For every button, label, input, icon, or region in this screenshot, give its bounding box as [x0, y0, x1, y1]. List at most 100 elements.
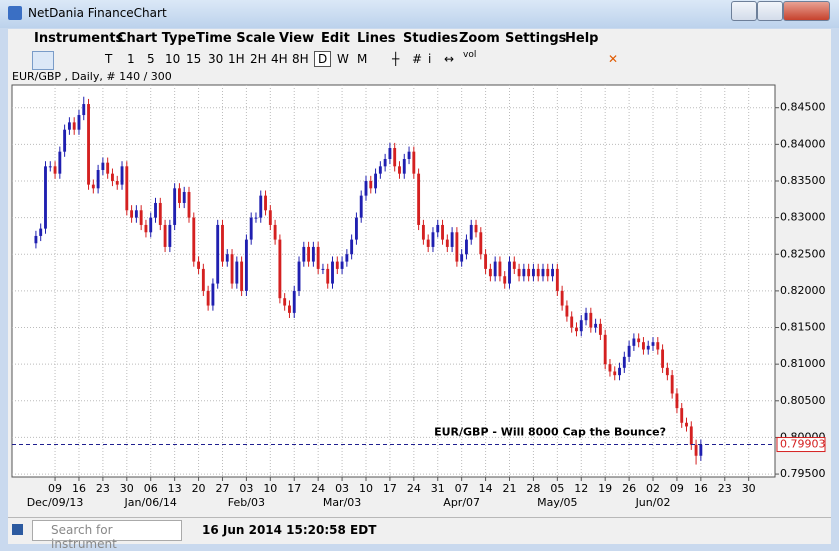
candle-body	[460, 254, 464, 262]
candle-body	[34, 235, 38, 244]
timeframe-button[interactable]: 10	[165, 52, 181, 66]
timeframe-button[interactable]: 30	[208, 52, 224, 66]
candle-body	[474, 224, 478, 233]
candle-body	[388, 148, 392, 160]
candle-body	[579, 320, 583, 332]
month-label: Mar/03	[323, 496, 361, 509]
y-tick-label: 0.82000	[780, 284, 826, 297]
timeframe-button[interactable]: M	[357, 52, 368, 66]
menu-item[interactable]: Zoom	[459, 31, 500, 46]
candle-body	[87, 104, 90, 185]
candle-body	[235, 261, 239, 284]
candle-body	[96, 169, 100, 189]
candle-body	[479, 232, 483, 255]
candle-body	[331, 261, 334, 284]
x-tick-label: 27	[215, 482, 229, 495]
crosshair-button[interactable]: ┼	[392, 52, 400, 66]
candle-body	[225, 254, 229, 262]
month-label: Dec/09/13	[27, 496, 84, 509]
candle-body	[665, 367, 669, 376]
candle-body	[158, 202, 162, 225]
minimize-button[interactable]	[731, 1, 757, 21]
close-button[interactable]	[783, 1, 830, 21]
candle-body	[264, 195, 267, 211]
month-label: Jan/06/14	[124, 496, 177, 509]
candle-body	[637, 338, 641, 343]
menu-item[interactable]: Studies	[403, 31, 459, 46]
timeframe-button[interactable]: 15	[186, 52, 202, 66]
candle-body	[608, 364, 612, 372]
x-tick-label: 13	[168, 482, 182, 495]
candle-body	[335, 261, 339, 269]
timeframe-button[interactable]: 1H	[228, 52, 245, 66]
candle-button[interactable]	[32, 51, 54, 70]
menu-item[interactable]: Instruments	[34, 31, 124, 46]
month-label: Jun/02	[635, 496, 671, 509]
info-button[interactable]: i	[428, 52, 432, 66]
candle-body	[288, 305, 291, 313]
timeframe-button[interactable]: T	[105, 52, 113, 66]
menu-item[interactable]: Chart Type	[117, 31, 196, 46]
timeframe-button[interactable]: 2H	[250, 52, 267, 66]
candle-body	[622, 356, 626, 368]
x-tick-label: 09	[670, 482, 684, 495]
menu-item[interactable]: Lines	[357, 31, 396, 46]
candle-body	[512, 261, 516, 269]
candle-body	[187, 191, 191, 218]
title-bar: NetDania FinanceChart	[0, 0, 839, 28]
candle-body	[254, 217, 258, 219]
candle-body	[441, 224, 444, 240]
menu-item[interactable]: Help	[565, 31, 599, 46]
volume-button[interactable]: vol	[463, 50, 477, 60]
candle-body	[383, 159, 387, 167]
candle-body	[144, 224, 148, 233]
delete-button[interactable]: ✕	[608, 52, 619, 66]
y-tick-label: 0.82500	[780, 247, 826, 260]
candle-body	[302, 246, 306, 262]
chart: EUR/GBP , Daily, # 140 / 3000.795000.800…	[11, 70, 826, 509]
candle-body	[651, 342, 655, 346]
candle-body	[575, 327, 578, 332]
candle-body	[503, 276, 507, 284]
maximize-button[interactable]	[757, 1, 783, 21]
y-tick-label: 0.83500	[780, 174, 826, 187]
scroll-button[interactable]: ↔	[444, 52, 455, 66]
candle-body	[484, 254, 488, 269]
candle-body	[101, 162, 105, 170]
timeframe-button[interactable]: 5	[147, 52, 155, 66]
candle-body	[417, 173, 421, 225]
candle-body	[627, 345, 631, 357]
y-tick-label: 0.79500	[780, 467, 826, 480]
month-label: Apr/07	[443, 496, 480, 509]
grid-button[interactable]: #	[412, 52, 423, 66]
menu-item[interactable]: Settings	[505, 31, 567, 46]
candle-body	[139, 210, 143, 225]
candle-body	[130, 210, 134, 218]
y-tick-label: 0.84500	[780, 101, 826, 114]
candle-body	[374, 173, 377, 189]
candle-body	[173, 188, 177, 225]
candle-body	[469, 224, 473, 240]
timeframe-button[interactable]: W	[337, 52, 349, 66]
candle-body	[58, 151, 62, 174]
menu-item[interactable]: Time Scale	[196, 31, 276, 46]
candle-body	[273, 224, 277, 240]
candle-body	[177, 188, 181, 203]
candle-body	[618, 367, 621, 376]
search-box[interactable]: Search for instrument	[32, 520, 182, 551]
candle-body	[364, 180, 368, 196]
candle-body	[670, 375, 674, 394]
month-label: May/05	[537, 496, 577, 509]
timeframe-button[interactable]: 1	[127, 52, 135, 66]
candle-body	[421, 224, 425, 240]
candle-body	[426, 239, 430, 247]
timeframe-button[interactable]: 8H	[292, 52, 309, 66]
candle-body	[431, 232, 435, 247]
timeframe-button[interactable]: 4H	[271, 52, 288, 66]
chart-panel: EUR/GBP , Daily, # 140 / 300 0.79500 0.800…	[8, 70, 831, 517]
candle-body	[632, 338, 636, 346]
candle-body	[39, 228, 43, 236]
menu-item[interactable]: Edit	[321, 31, 350, 46]
menu-item[interactable]: View	[279, 31, 315, 46]
timeframe-button[interactable]: D	[314, 51, 332, 67]
